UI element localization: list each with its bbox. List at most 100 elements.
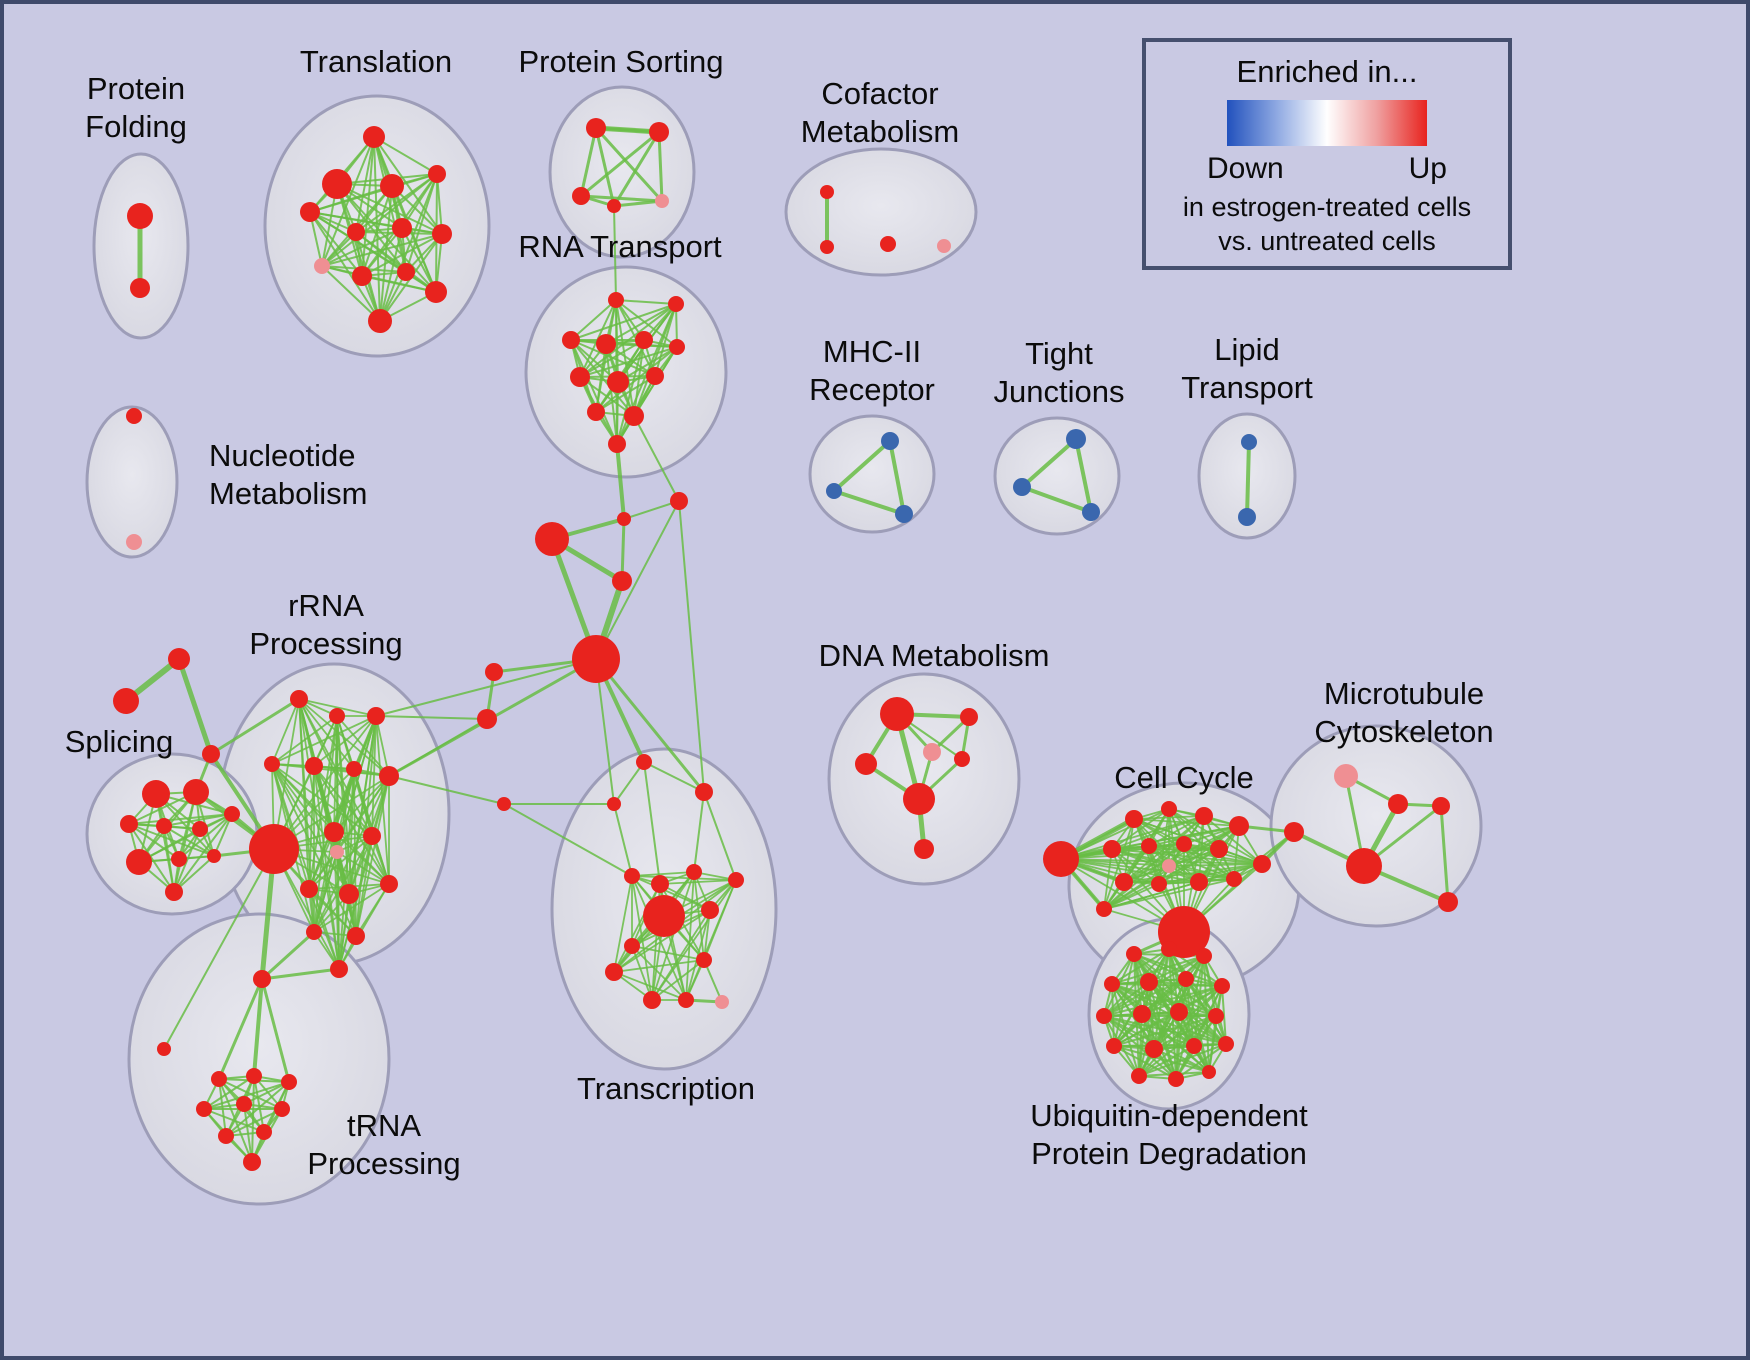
network-node-tj3	[1082, 503, 1100, 521]
network-edge	[379, 173, 438, 322]
network-edge	[595, 375, 656, 413]
network-node-rr13	[339, 884, 359, 904]
network-edge	[703, 791, 737, 881]
network-node-tn11	[243, 1153, 261, 1171]
network-node-cc10	[1162, 859, 1176, 873]
legend-down-label: Down	[1207, 152, 1284, 185]
network-node-ps3	[572, 187, 590, 205]
network-node-tr10	[352, 266, 372, 286]
network-edge	[338, 893, 350, 970]
legend-caption-line2: vs. untreated cells	[1218, 226, 1436, 256]
network-edge	[309, 211, 363, 277]
network-edge	[612, 130, 661, 208]
network-edge	[375, 658, 597, 717]
network-edge	[1111, 848, 1263, 865]
cluster-label-dna-metabolism: DNA Metabolism	[819, 638, 1050, 673]
network-edge	[371, 715, 377, 837]
cluster-label-cell-cycle: Cell Cycle	[1114, 760, 1254, 795]
network-edge	[336, 851, 340, 970]
network-node-t10	[624, 938, 640, 954]
network-node-nm1	[126, 408, 142, 424]
network-node-d6	[954, 751, 970, 767]
cluster-label-rna-transport: RNA Transport	[518, 229, 722, 264]
network-node-cc1	[1043, 841, 1079, 877]
network-edge	[1203, 815, 1263, 865]
network-node-rr4	[264, 756, 280, 772]
network-node-cc11	[1115, 873, 1133, 891]
network-node-ub5	[1140, 973, 1158, 991]
network-edge	[579, 126, 598, 198]
network-edge	[243, 1081, 290, 1105]
network-node-rt1	[608, 292, 624, 308]
network-edge	[1141, 985, 1223, 1015]
network-edge	[613, 909, 711, 973]
legend-title: Enriched in...	[1236, 54, 1418, 89]
network-node-ub17	[1168, 1071, 1184, 1087]
network-node-rr11	[363, 827, 381, 845]
legend-updown-row: Down Up	[1207, 152, 1447, 186]
network-node-cc2	[1125, 810, 1143, 828]
network-edge	[252, 977, 264, 1078]
network-node-ub2	[1161, 941, 1177, 957]
network-node-ub4	[1104, 976, 1120, 992]
network-edge	[1138, 985, 1223, 1077]
network-edge	[405, 173, 438, 273]
network-edge	[623, 500, 680, 520]
network-edge	[163, 848, 275, 1050]
network-node-tr9	[314, 258, 330, 274]
network-node-tr12	[425, 281, 447, 303]
network-node-ub6	[1178, 971, 1194, 987]
network-node-cc7	[1141, 838, 1157, 854]
network-node-lt1	[1241, 434, 1257, 450]
network-node-fx2	[617, 512, 631, 526]
network-node-ub15	[1218, 1036, 1234, 1052]
network-edge	[631, 945, 687, 1001]
legend-up-label: Up	[1408, 152, 1447, 185]
network-edge	[338, 883, 390, 970]
network-edge	[570, 339, 618, 445]
network-node-pf2	[130, 278, 150, 298]
network-edge	[1158, 863, 1263, 885]
network-node-sp9	[207, 849, 221, 863]
network-node-ub18	[1202, 1065, 1216, 1079]
network-edge	[613, 803, 633, 877]
network-edge	[1111, 948, 1170, 985]
network-node-rr14	[380, 875, 398, 893]
network-node-ps1	[586, 118, 606, 138]
cluster-label-protein-folding: Protein Folding	[85, 71, 187, 144]
cluster-label-protein-sorting: Protein Sorting	[518, 44, 723, 79]
network-edge	[1185, 978, 1227, 1045]
network-edge	[503, 803, 633, 877]
network-node-rr1	[290, 690, 308, 708]
network-edge	[1103, 1015, 1195, 1047]
network-node-cc17	[1253, 855, 1271, 873]
network-edge	[225, 1108, 283, 1137]
network-node-rr10	[330, 845, 344, 859]
network-edge	[155, 793, 215, 857]
network-node-rt11	[624, 406, 644, 426]
network-edge	[1148, 845, 1263, 865]
network-edge	[579, 339, 645, 378]
network-node-cc13	[1190, 873, 1208, 891]
network-node-d7	[914, 839, 934, 859]
network-edge	[128, 823, 175, 893]
network-node-rr9	[324, 822, 344, 842]
network-edge	[298, 698, 340, 970]
network-node-hub2	[572, 635, 620, 683]
network-node-t11	[605, 963, 623, 981]
network-edge	[1111, 808, 1170, 850]
network-edge	[594, 126, 664, 203]
network-edge	[631, 945, 705, 961]
network-edge	[373, 136, 443, 235]
network-edge	[260, 930, 316, 981]
network-edge	[1133, 953, 1223, 987]
network-node-cc16	[1096, 901, 1112, 917]
network-node-tn10	[256, 1124, 272, 1140]
cluster-label-rrna-processing: rRNA Processing	[249, 588, 402, 661]
network-edge	[1113, 1011, 1180, 1047]
network-edge	[1123, 843, 1185, 883]
network-edge	[1123, 863, 1263, 883]
network-node-rt4	[596, 334, 616, 354]
cluster-label-cofactor-metabolism: Cofactor Metabolism	[801, 76, 960, 149]
network-edge	[176, 656, 214, 757]
